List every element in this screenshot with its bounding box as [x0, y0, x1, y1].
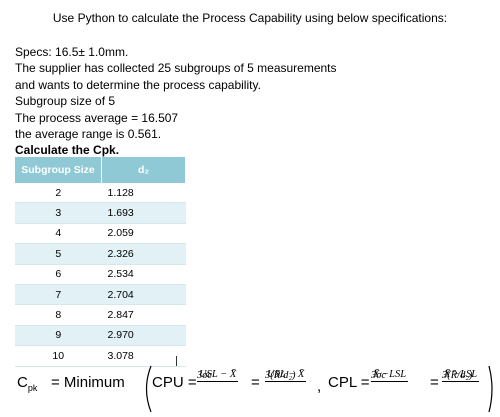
specs-line: and wants to determine the process capab… — [15, 77, 261, 92]
equals-sign: = — [430, 374, 439, 391]
table-row: 8 2.847 — [15, 304, 186, 326]
header-subgroup-size: Subgroup Size — [15, 157, 102, 183]
cell-n: 2 — [15, 183, 102, 204]
comma: , — [317, 378, 322, 395]
table-row: 7 2.704 — [15, 284, 186, 306]
table-row: 2 1.128 — [15, 183, 186, 204]
specs-line: Subgroup size of 5 — [15, 94, 116, 109]
minimum-label: = Minimum — [51, 374, 125, 391]
specs-line: Specs: 16.5± 1.0mm. — [15, 45, 129, 59]
cell-n: 7 — [15, 284, 102, 306]
cpl-numerator: X̄ −LSL — [371, 369, 409, 382]
table-row: 3 1.693 — [15, 202, 186, 224]
cell-d2: 2.534 — [101, 264, 186, 285]
cell-n: 4 — [15, 223, 102, 245]
right-paren-icon — [488, 365, 493, 413]
table-header-row: Subgroup Size d₂ — [15, 157, 186, 183]
cell-d2: 2.326 — [101, 243, 186, 265]
cpu-alt-denominator: 3(R̄/d₂) — [265, 370, 296, 381]
text-cursor — [176, 356, 177, 366]
cell-n: 3 — [15, 202, 102, 224]
specs-line: the average range is 0.561. — [15, 127, 162, 142]
page-title: Use Python to calculate the Process Capa… — [52, 11, 448, 25]
cpl-alt-denominator: 3(R̄/d₂) — [442, 370, 473, 381]
specs-line: The process average = 16.507 — [15, 110, 179, 125]
table-row: 4 2.059 — [15, 223, 186, 245]
cpu-alt-numerator: USL − X̄ — [265, 369, 307, 382]
task-line: Calculate the Cpk. — [15, 142, 337, 158]
cpu-numerator: USL − X̄ — [197, 369, 239, 382]
cell-d2: 3.078 — [101, 345, 186, 367]
cell-d2: 2.847 — [101, 304, 186, 326]
cpu-denominator: 3σc — [197, 370, 213, 381]
cpl-denominator: 3σc — [371, 370, 387, 381]
table-row: 10 3.078 — [15, 345, 186, 367]
cell-n: 5 — [15, 243, 102, 265]
cpl-alt-numerator: X̄ −LSL — [442, 369, 480, 382]
cell-d2: 1.128 — [101, 183, 186, 204]
cell-d2: 1.693 — [101, 202, 186, 224]
cpk-formula: Cpk = Minimum CPU = USL − X̄ 3σc = USL −… — [15, 364, 495, 414]
cpk-symbol: Cpk — [17, 374, 38, 393]
specs-block: Specs: 16.5± 1.0mm. The supplier has col… — [15, 44, 337, 159]
cell-n: 9 — [15, 325, 102, 347]
cell-d2: 2.970 — [101, 325, 186, 347]
cpl-label: CPL = — [328, 374, 370, 391]
cell-n: 6 — [15, 264, 102, 285]
table-row: 9 2.970 — [15, 325, 186, 347]
table-row: 6 2.534 — [15, 264, 186, 285]
task-word-cpk: Cpk — [93, 143, 116, 158]
task-suffix: . — [115, 143, 120, 158]
table-row: 5 2.326 — [15, 243, 186, 265]
cell-d2: 2.704 — [101, 284, 186, 306]
left-paren-icon — [145, 365, 152, 413]
specs-line: The supplier has collected 25 subgroups … — [15, 61, 337, 76]
task-prefix: Calculate the — [15, 143, 94, 158]
cell-n: 10 — [15, 345, 102, 367]
header-d2: d₂ — [101, 157, 186, 183]
cpu-label: CPU = — [152, 374, 197, 391]
equals-sign: = — [251, 374, 260, 391]
cell-d2: 2.059 — [101, 223, 186, 245]
cell-n: 8 — [15, 304, 102, 326]
